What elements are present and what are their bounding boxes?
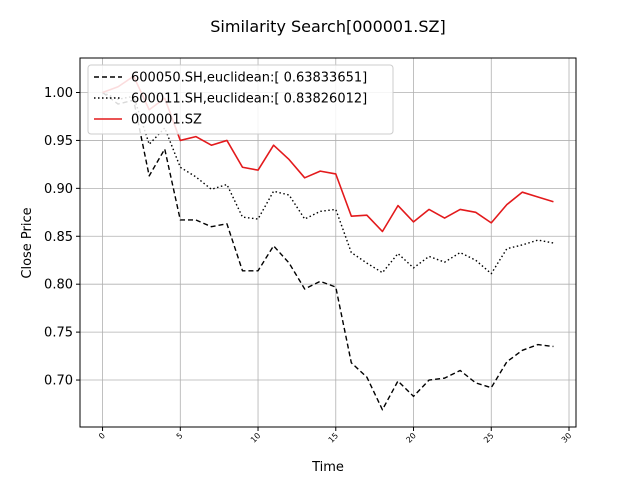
legend-entry-1: 600011.SH,euclidean:[ 0.83826012]: [94, 92, 367, 107]
legend-entry-0: 600050.SH,euclidean:[ 0.63833651]: [94, 71, 367, 86]
legend-label: 000001.SZ: [131, 113, 202, 128]
y-tick-label: 1.00: [44, 86, 73, 101]
x-tick-label: 20: [404, 431, 418, 445]
x-axis-ticks: 0 5 10 15 20 25 30: [97, 427, 573, 445]
y-tick-label: 0.75: [44, 326, 73, 341]
legend-entry-2: 000001.SZ: [94, 113, 202, 128]
x-tick-label: 0: [97, 431, 107, 441]
x-tick-label: 10: [249, 431, 263, 445]
y-tick-label: 0.80: [44, 278, 73, 293]
chart-title: Similarity Search[000001.SZ]: [210, 17, 445, 36]
legend-label: 600050.SH,euclidean:[ 0.63833651]: [131, 71, 367, 86]
y-tick-label: 0.85: [44, 230, 73, 245]
axes: [79, 57, 577, 428]
x-tick-label: 15: [327, 431, 341, 445]
series-line-0: [102, 91, 554, 411]
series-line-1: [102, 91, 554, 275]
legend-label: 600011.SH,euclidean:[ 0.83826012]: [131, 92, 367, 107]
y-axis-label: Close Price: [20, 207, 35, 278]
plot-frame: [79, 57, 577, 428]
x-axis-label: Time: [311, 460, 344, 475]
y-tick-label: 0.90: [44, 182, 73, 197]
y-tick-label: 0.70: [44, 374, 73, 389]
legend-box: [87, 64, 394, 135]
legend: 600050.SH,euclidean:[ 0.63833651] 600011.…: [87, 64, 394, 135]
x-tick-label: 5: [175, 431, 185, 441]
y-tick-label: 0.95: [44, 134, 73, 149]
y-axis-ticks: 0.70 0.75 0.80 0.85 0.90 0.95 1.00: [44, 86, 80, 389]
x-tick-label: 25: [482, 431, 496, 445]
x-tick-label: 30: [560, 431, 574, 445]
